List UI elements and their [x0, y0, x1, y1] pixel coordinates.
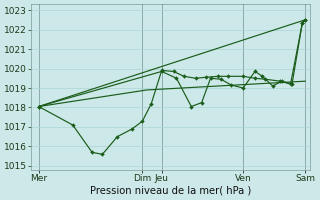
- X-axis label: Pression niveau de la mer( hPa ): Pression niveau de la mer( hPa ): [90, 186, 251, 196]
